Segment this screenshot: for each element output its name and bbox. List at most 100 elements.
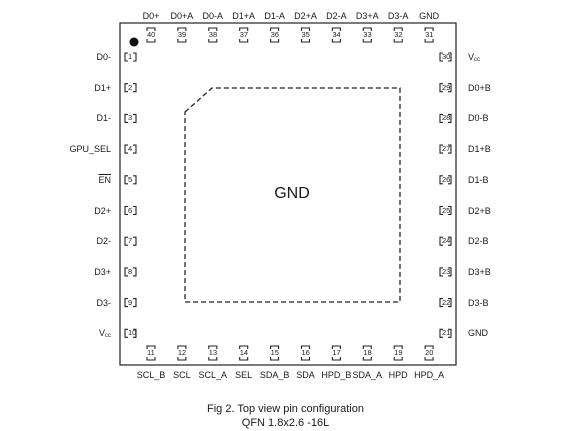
pin-pad-12 — [177, 345, 187, 361]
pin-pad-1 — [124, 52, 137, 62]
pin-pad-31 — [424, 27, 434, 43]
pin-number-5: 5 — [128, 174, 133, 184]
pin-label-37: D1+A — [232, 11, 256, 21]
pin-number-19: 19 — [394, 348, 403, 357]
pin-label-25: D2+B — [468, 205, 491, 216]
pin-number-38: 38 — [208, 30, 218, 39]
pin-pad-33 — [362, 27, 372, 43]
pin-number-22: 22 — [442, 297, 451, 307]
pin-pad-36 — [270, 27, 280, 43]
pin-pad-17 — [331, 345, 341, 361]
pin-pad-9 — [124, 298, 137, 308]
pin-pad-10 — [124, 328, 137, 338]
pin-label-30: Vcc — [468, 52, 481, 63]
pin-number-2: 2 — [128, 82, 133, 92]
pin-label-21: GND — [468, 328, 488, 339]
pin-number-15: 15 — [270, 348, 279, 357]
pin-number-34: 34 — [332, 30, 341, 39]
pin-label-24: D2-B — [468, 236, 489, 247]
pin-number-13: 13 — [208, 348, 218, 357]
pin-number-7: 7 — [128, 236, 133, 246]
pin-number-30: 30 — [442, 52, 451, 61]
pin-pad-4 — [124, 144, 137, 154]
pin-pad-26 — [439, 175, 452, 185]
pin-pad-5 — [124, 175, 137, 185]
pin-label-13: SCL_A — [198, 370, 228, 380]
pin-pad-24 — [439, 236, 452, 246]
pin-number-40: 40 — [147, 30, 156, 39]
pin-number-9: 9 — [128, 297, 133, 307]
pin-label-9: D3- — [96, 297, 111, 308]
pin-number-1: 1 — [128, 52, 133, 61]
pin-number-14: 14 — [239, 348, 249, 357]
pin-label-18: SDA_A — [352, 370, 383, 380]
pin-label-17: HPD_B — [321, 370, 352, 380]
pin-label-10: Vcc — [98, 328, 111, 340]
pin-label-32: D3-A — [387, 11, 409, 21]
pin-label-14: SEL — [235, 370, 253, 380]
pin-number-12: 12 — [177, 348, 187, 357]
pin-label-29: D0+B — [468, 82, 491, 93]
pin-pad-39 — [177, 27, 187, 43]
pin-label-38: D0-A — [202, 11, 224, 21]
pin-label-15: SDA_B — [259, 370, 290, 380]
pin-number-24: 24 — [442, 236, 451, 246]
pin-pad-2 — [124, 83, 137, 93]
pin-label-28: D0-B — [468, 113, 489, 124]
pin-label-6: D2+ — [94, 205, 111, 216]
pin-label-22: D3-B — [468, 297, 489, 308]
pin-label-19: HPD — [388, 370, 408, 380]
pin-number-25: 25 — [442, 205, 451, 215]
pin-pad-15 — [270, 345, 280, 361]
pin-pad-25 — [439, 205, 452, 216]
pin-label-35: D2+A — [294, 11, 317, 21]
pin-number-33: 33 — [363, 30, 372, 39]
pin-number-35: 35 — [301, 30, 310, 39]
pin-pad-35 — [300, 27, 311, 43]
pin-number-10: 10 — [128, 328, 137, 338]
pin-number-18: 18 — [363, 348, 372, 357]
pin-label-34: D2-A — [326, 11, 347, 21]
pin-pad-6 — [124, 205, 137, 216]
pin-number-28: 28 — [442, 113, 451, 123]
figure-caption-title: Fig 2. Top view pin configuration — [207, 403, 364, 415]
pin-pad-34 — [331, 27, 341, 43]
pin-label-40: D0+ — [142, 11, 160, 21]
pin-number-23: 23 — [442, 266, 451, 276]
pin-pad-40 — [146, 27, 156, 43]
pin-label-33: D3+A — [355, 11, 379, 21]
pin-number-32: 32 — [394, 30, 403, 39]
pin-pad-32 — [393, 27, 403, 43]
exposed-pad-outline — [184, 87, 401, 303]
pin-pad-30 — [439, 52, 452, 62]
pin-label-2: D1+ — [94, 82, 111, 93]
pin-number-37: 37 — [239, 30, 249, 39]
pin-pad-16 — [300, 345, 311, 361]
pin-pads — [124, 27, 452, 361]
figure-caption-package: QFN 1.8x2.6 -16L — [241, 417, 330, 429]
pin-pad-28 — [439, 113, 452, 123]
pin-pad-29 — [439, 83, 452, 93]
pin-label-12: SCL — [173, 370, 191, 380]
pin-number-29: 29 — [442, 82, 451, 92]
pin-number-26: 26 — [442, 174, 451, 184]
pin-label-7: D2- — [96, 236, 111, 247]
pin-label-16: SDA — [296, 370, 315, 380]
pin-label-8: D3+ — [94, 266, 111, 277]
pin-label-26: D1-B — [468, 174, 489, 185]
pin-number-8: 8 — [128, 266, 133, 276]
pin-pad-13 — [208, 345, 218, 361]
pin-number-20: 20 — [425, 348, 434, 357]
pin-pad-23 — [439, 267, 452, 277]
pin-number-17: 17 — [332, 348, 341, 357]
pin-label-1: D0- — [96, 52, 111, 62]
package-outline — [119, 22, 457, 366]
pin-pad-37 — [239, 27, 249, 43]
pin-pad-11 — [146, 345, 156, 361]
pin-pad-14 — [239, 345, 249, 361]
pin-pad-3 — [124, 113, 137, 123]
pin-label-20: HPD_A — [414, 370, 445, 380]
pin-label-4: GPU_SEL — [69, 144, 111, 155]
center-pad-label: GND — [274, 185, 310, 202]
